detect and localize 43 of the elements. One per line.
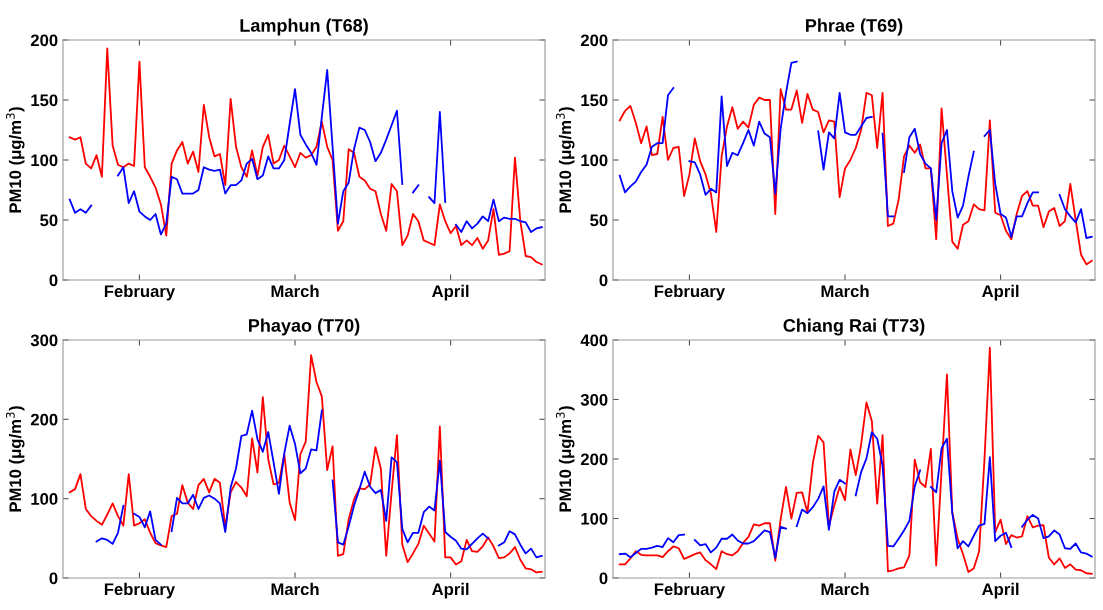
x-tick-label: March	[271, 582, 319, 596]
x-tick-label: February	[654, 284, 726, 301]
y-tick-label: 0	[49, 274, 58, 287]
chart-title: Lamphun (T68)	[240, 18, 368, 36]
x-tick-label: April	[432, 284, 469, 301]
line-series	[618, 346, 1093, 575]
y-tick-label: 200	[580, 453, 608, 466]
chart-title: Phayao (T70)	[249, 318, 360, 336]
line-series	[68, 354, 543, 574]
y-axis-title: PM10 (μg/m$^{3}$)	[555, 406, 575, 512]
y-tick-label: 50	[590, 214, 608, 227]
y-tick-label: 50	[40, 214, 58, 227]
y-tick-label: 150	[31, 94, 58, 107]
y-tick-label: 200	[30, 34, 58, 47]
y-axis-title: PM10 (μg/m$^{3}$)	[555, 107, 575, 213]
y-tick-label: 100	[581, 512, 608, 525]
x-tick-label: February	[104, 284, 176, 301]
line-series	[618, 88, 1093, 266]
y-tick-label: 100	[31, 493, 58, 505]
y-tick-label: 100	[31, 154, 58, 167]
y-tick-label: 150	[581, 94, 608, 107]
x-tick-label: February	[654, 582, 726, 599]
y-tick-label: 200	[30, 413, 58, 426]
y-axis-title: PM10 (μg/m$^{3}$)	[5, 107, 25, 213]
y-tick-label: 0	[599, 274, 608, 287]
y-tick-label: 100	[581, 154, 608, 167]
y-tick-label: 300	[580, 393, 608, 406]
x-tick-label: March	[271, 284, 319, 298]
x-tick-label: April	[982, 284, 1019, 301]
x-tick-label: April	[432, 582, 469, 599]
y-tick-label: 300	[30, 334, 58, 347]
y-tick-label: 400	[580, 334, 608, 347]
y-tick-label: 200	[580, 34, 608, 47]
chart-title: Chiang Rai (T73)	[783, 318, 925, 336]
x-tick-label: March	[821, 582, 869, 596]
y-tick-label: 0	[49, 572, 58, 585]
y-axis-title: PM10 (μg/m$^{3}$)	[5, 406, 25, 512]
x-tick-label: February	[104, 582, 176, 599]
chart-title: Phrae (T69)	[806, 18, 903, 36]
line-series	[68, 47, 543, 266]
x-tick-label: April	[982, 582, 1019, 599]
y-tick-label: 0	[599, 572, 608, 585]
x-tick-label: March	[821, 284, 869, 298]
